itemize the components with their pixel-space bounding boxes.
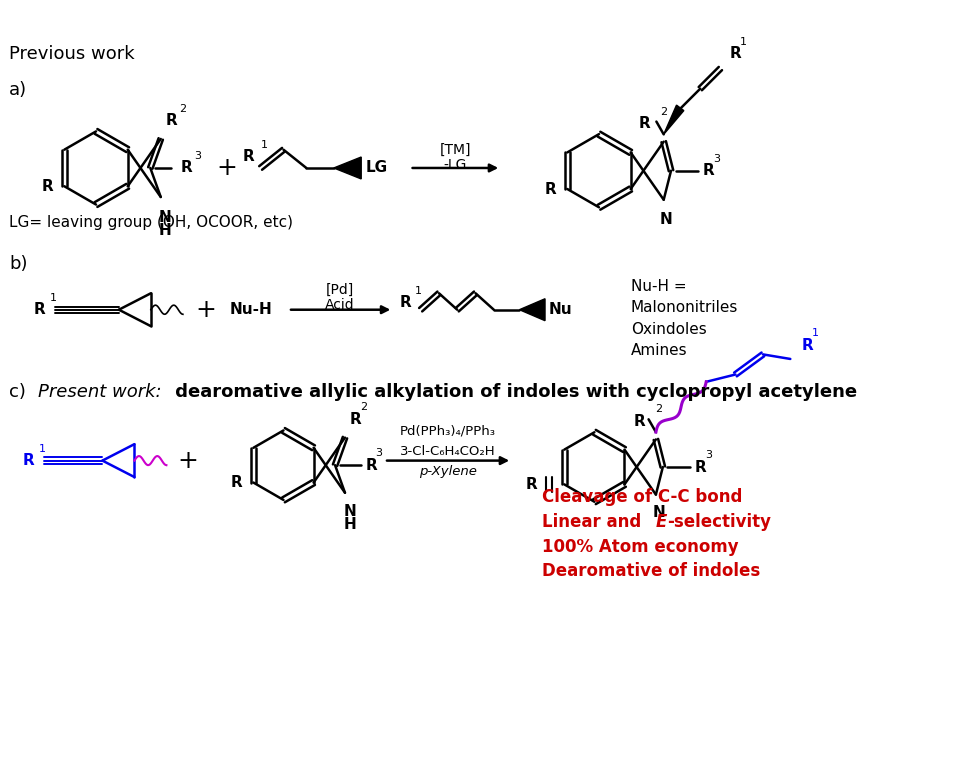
Text: Malononitriles: Malononitriles bbox=[631, 301, 739, 315]
Text: R: R bbox=[34, 302, 45, 317]
Text: 3: 3 bbox=[713, 154, 720, 164]
Text: -selectivity: -selectivity bbox=[668, 513, 771, 531]
Text: N: N bbox=[652, 505, 665, 520]
Text: -LG: -LG bbox=[443, 158, 468, 172]
Text: R: R bbox=[802, 338, 813, 353]
Text: Nu-H =: Nu-H = bbox=[631, 279, 686, 295]
Text: Oxindoles: Oxindoles bbox=[631, 322, 707, 337]
Text: R: R bbox=[231, 475, 243, 490]
Text: 2: 2 bbox=[655, 404, 662, 414]
Text: Nu-H: Nu-H bbox=[230, 302, 273, 317]
Text: +: + bbox=[177, 449, 197, 472]
Text: R: R bbox=[349, 412, 361, 427]
Text: R: R bbox=[42, 179, 54, 194]
Text: 1: 1 bbox=[260, 140, 267, 150]
Text: +: + bbox=[217, 156, 237, 180]
Text: 1: 1 bbox=[811, 328, 819, 338]
Text: R: R bbox=[166, 113, 177, 128]
Text: R: R bbox=[545, 182, 557, 197]
Text: R: R bbox=[400, 295, 411, 310]
Text: Dearomative of indoles: Dearomative of indoles bbox=[542, 562, 761, 580]
Text: R: R bbox=[633, 414, 645, 429]
Text: dearomative allylic alkylation of indoles with cyclopropyl acetylene: dearomative allylic alkylation of indole… bbox=[169, 383, 858, 401]
Text: 3-Cl-C₆H₄CO₂H: 3-Cl-C₆H₄CO₂H bbox=[401, 445, 496, 458]
Text: Amines: Amines bbox=[631, 343, 687, 359]
Text: N: N bbox=[660, 212, 673, 227]
Text: Present work:: Present work: bbox=[39, 383, 162, 401]
Polygon shape bbox=[334, 157, 361, 179]
Text: Pd(PPh₃)₄/PPh₃: Pd(PPh₃)₄/PPh₃ bbox=[400, 425, 496, 438]
Text: b): b) bbox=[9, 255, 28, 273]
Text: Nu: Nu bbox=[549, 302, 572, 317]
Text: R: R bbox=[730, 47, 741, 61]
Text: 1: 1 bbox=[740, 37, 746, 47]
Text: c): c) bbox=[9, 383, 26, 401]
Text: R: R bbox=[638, 116, 650, 131]
Text: LG= leaving group (OH, OCOOR, etc): LG= leaving group (OH, OCOOR, etc) bbox=[9, 215, 293, 230]
Text: +: + bbox=[196, 298, 216, 322]
Text: R: R bbox=[23, 453, 35, 468]
Text: 1: 1 bbox=[415, 285, 422, 295]
Text: [Pd]: [Pd] bbox=[326, 282, 354, 297]
Text: R: R bbox=[242, 149, 255, 163]
Text: R: R bbox=[695, 459, 707, 475]
Text: 3: 3 bbox=[195, 151, 201, 161]
Text: 1: 1 bbox=[49, 293, 56, 303]
Text: N: N bbox=[344, 504, 356, 519]
Text: a): a) bbox=[9, 81, 27, 99]
Text: 100% Atom economy: 100% Atom economy bbox=[542, 538, 739, 555]
Text: 2: 2 bbox=[660, 107, 667, 117]
Text: 3: 3 bbox=[705, 450, 712, 460]
Text: 2: 2 bbox=[179, 104, 186, 114]
Text: [TM]: [TM] bbox=[439, 143, 471, 156]
Text: H: H bbox=[344, 517, 356, 533]
Text: Acid: Acid bbox=[325, 298, 355, 312]
Text: Linear and: Linear and bbox=[542, 513, 648, 531]
Polygon shape bbox=[664, 105, 683, 134]
Text: R: R bbox=[365, 458, 377, 472]
Text: R: R bbox=[703, 163, 714, 179]
Text: R: R bbox=[525, 477, 537, 492]
Text: 1: 1 bbox=[39, 444, 45, 454]
Text: N: N bbox=[159, 210, 171, 224]
Text: 3: 3 bbox=[376, 449, 382, 459]
Text: Previous work: Previous work bbox=[9, 45, 135, 63]
Text: R: R bbox=[180, 160, 193, 175]
Text: Cleavage of C-C bond: Cleavage of C-C bond bbox=[542, 488, 742, 506]
Text: E: E bbox=[655, 513, 667, 531]
Text: LG: LG bbox=[366, 160, 388, 175]
Polygon shape bbox=[520, 299, 545, 320]
Text: H: H bbox=[159, 224, 171, 238]
Text: p-Xylene: p-Xylene bbox=[419, 465, 477, 478]
Text: 2: 2 bbox=[360, 402, 367, 413]
